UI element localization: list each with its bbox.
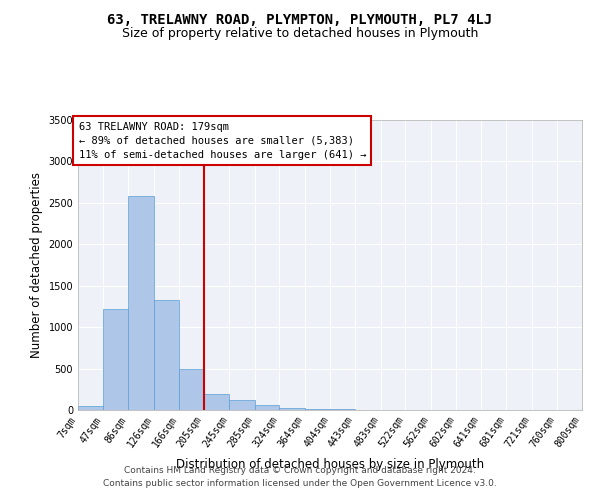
- Bar: [128, 196, 154, 410]
- Text: 63 TRELAWNY ROAD: 179sqm
← 89% of detached houses are smaller (5,383)
11% of sem: 63 TRELAWNY ROAD: 179sqm ← 89% of detach…: [79, 122, 366, 160]
- Y-axis label: Number of detached properties: Number of detached properties: [30, 172, 43, 358]
- Bar: [179, 370, 204, 410]
- Text: 63, TRELAWNY ROAD, PLYMPTON, PLYMOUTH, PL7 4LJ: 63, TRELAWNY ROAD, PLYMPTON, PLYMOUTH, P…: [107, 12, 493, 26]
- Bar: [254, 406, 280, 410]
- Text: Size of property relative to detached houses in Plymouth: Size of property relative to detached ho…: [122, 28, 478, 40]
- Bar: [78, 406, 103, 410]
- Bar: [305, 409, 331, 410]
- Text: Contains HM Land Registry data © Crown copyright and database right 2024.
Contai: Contains HM Land Registry data © Crown c…: [103, 466, 497, 487]
- Bar: [229, 400, 254, 410]
- Bar: [280, 408, 305, 410]
- Bar: [331, 409, 355, 410]
- Bar: [204, 394, 229, 410]
- Bar: [154, 300, 179, 410]
- Bar: [103, 309, 128, 410]
- X-axis label: Distribution of detached houses by size in Plymouth: Distribution of detached houses by size …: [176, 458, 484, 471]
